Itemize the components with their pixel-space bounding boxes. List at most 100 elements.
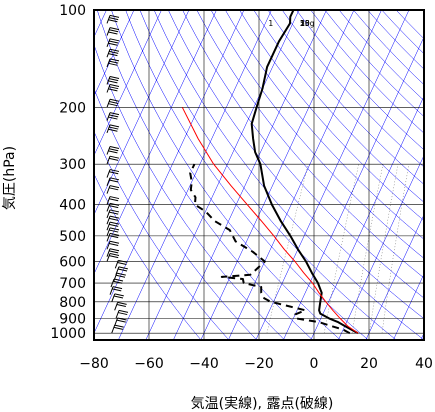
wind-barb: [106, 185, 120, 194]
y-tick-label: 700: [59, 276, 86, 292]
wind-barb: [106, 196, 120, 205]
wind-barb: [106, 14, 120, 24]
wind-barb: [106, 58, 120, 68]
wind-barb: [114, 301, 127, 311]
wind-barb: [106, 248, 120, 257]
isotherm-line: [173, 10, 327, 340]
mixing-ratio-line: [381, 164, 410, 334]
wind-barb: [106, 209, 120, 219]
isotherm-line: [393, 273, 424, 340]
dry-adiabat-line: [94, 43, 285, 340]
grid-lines: [93, 9, 425, 340]
y-tick-label: 500: [59, 229, 86, 245]
wind-barb: [106, 27, 120, 36]
y-axis-title: 気圧(hPa): [2, 146, 18, 210]
x-tick-label: 0: [310, 356, 319, 372]
wind-barb: [106, 252, 120, 262]
dewpoint-line: [189, 163, 351, 335]
mixing-ratio-label: 1: [268, 19, 273, 28]
y-tick-label: 800: [59, 295, 86, 311]
x-tick-labels: −80 −60 −40 −20 0 20 40: [79, 356, 433, 372]
dry-adiabat-line: [125, 10, 369, 340]
isotherm-line: [118, 10, 272, 340]
mixing-ratio-line: [369, 164, 399, 334]
wind-barb: [111, 324, 124, 334]
dry-adiabat-line: [94, 130, 230, 340]
dry-adiabat-line: [253, 10, 424, 203]
x-tick-label: −40: [189, 356, 219, 372]
wind-barb: [110, 278, 124, 288]
wind-barb: [106, 48, 120, 58]
isotherm-line: [338, 154, 424, 340]
y-tick-label: 1000: [50, 326, 86, 342]
isotherm-line: [94, 10, 217, 275]
background-lines: [94, 10, 424, 340]
isotherm-line: [94, 10, 135, 97]
wind-barb: [106, 124, 120, 134]
wind-barb: [106, 112, 120, 121]
wind-barb: [106, 232, 120, 242]
x-axis-title: 気温(実線), 露点(破線): [191, 396, 334, 412]
isotherm-line: [200, 10, 355, 340]
parcel-line: [181, 107, 359, 334]
wind-barb: [106, 169, 120, 178]
temperature-line: [250, 10, 359, 335]
isotherm-line: [228, 10, 382, 340]
y-tick-label: 400: [59, 198, 86, 214]
dry-adiabat-line: [94, 173, 202, 340]
mixing-ratio-line: [266, 164, 309, 334]
isotherm-line: [255, 10, 410, 340]
mixing-ratio-label: 10: [300, 19, 310, 28]
wind-barb: [107, 10, 108, 11]
y-tick-label: 600: [59, 254, 86, 270]
dry-adiabat-line: [225, 10, 424, 240]
dry-adiabat-line: [94, 87, 257, 340]
wind-barb: [106, 38, 120, 47]
dry-adiabat-line: [182, 10, 424, 299]
mixing-ratio-line: [351, 164, 384, 334]
dry-adiabat-line: [196, 10, 424, 279]
dry-adiabat-line: [168, 10, 424, 320]
x-tick-label: −80: [79, 356, 109, 372]
wind-barb: [115, 309, 129, 319]
y-tick-label: 900: [59, 311, 86, 327]
plot-frame: [93, 9, 425, 341]
isotherm-line: [94, 10, 190, 216]
x-tick-label: 40: [415, 356, 433, 372]
wind-barb: [106, 75, 120, 85]
y-tick-label: 200: [59, 100, 86, 116]
dry-adiabat-line: [267, 10, 424, 185]
dry-adiabat-line: [395, 10, 424, 40]
wind-barb: [114, 317, 127, 327]
x-tick-label: 20: [360, 356, 378, 372]
wind-barb: [106, 202, 120, 212]
dry-adiabat-line: [239, 10, 424, 221]
dry-adiabat-line: [324, 10, 424, 117]
wind-barb: [113, 272, 126, 282]
dry-adiabat-line: [353, 10, 424, 86]
wind-barb: [114, 259, 128, 269]
mixing-ratio-label: 20g: [300, 19, 315, 28]
wind-barb: [106, 240, 120, 250]
isotherm-line: [94, 10, 162, 157]
mixing-ratio-line: [324, 164, 359, 334]
dry-adiabat-line: [381, 10, 424, 55]
wind-barb: [106, 177, 120, 186]
dry-adiabat-line: [96, 10, 313, 340]
wind-barb: [109, 286, 123, 295]
x-tick-label: −60: [134, 356, 164, 372]
wind-barb: [106, 227, 120, 237]
wind-barb: [111, 293, 124, 303]
wind-barb: [106, 215, 120, 225]
wind-barb: [106, 84, 120, 93]
mixing-ratio-label: 5: [300, 19, 305, 28]
wind-barbs: [106, 10, 129, 334]
y-tick-label: 300: [59, 157, 86, 173]
isotherm-line: [365, 214, 424, 340]
wind-barb: [106, 155, 120, 165]
x-tick-label: −20: [244, 356, 274, 372]
wind-barb: [106, 98, 120, 108]
